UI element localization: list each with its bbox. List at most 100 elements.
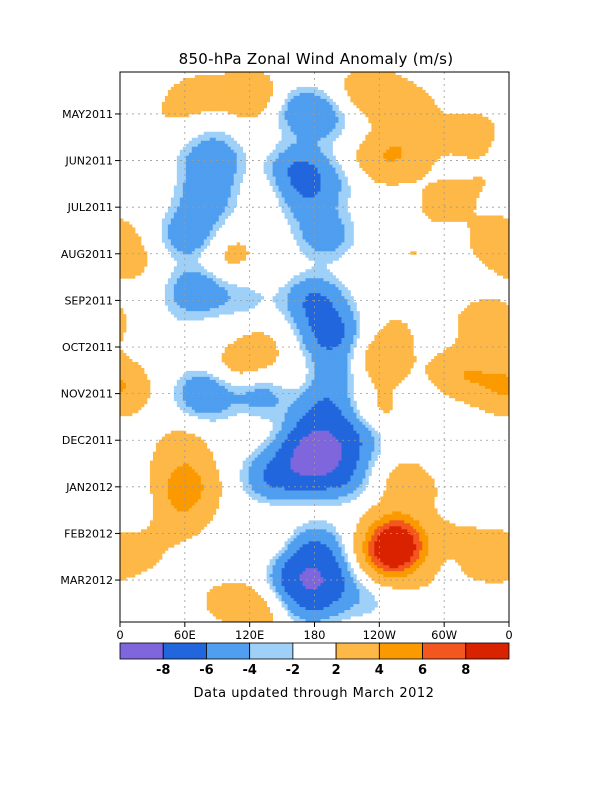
heatmap-cell xyxy=(167,221,172,225)
heatmap-cell xyxy=(191,266,196,270)
heatmap-cell xyxy=(173,98,178,103)
heatmap-cell xyxy=(122,269,127,273)
heatmap-cell xyxy=(242,161,247,166)
heatmap-cell xyxy=(407,98,411,103)
heatmap-cell xyxy=(302,182,306,186)
heatmap-cell xyxy=(296,170,300,175)
heatmap-cell xyxy=(341,224,345,228)
heatmap-cell xyxy=(476,248,480,252)
heatmap-cell xyxy=(263,164,268,169)
heatmap-cell xyxy=(284,284,288,288)
heatmap-cell xyxy=(239,101,244,106)
heatmap-cell xyxy=(209,104,214,109)
heatmap-cell xyxy=(314,200,318,204)
heatmap-cell xyxy=(218,299,223,303)
heatmap-cell xyxy=(197,290,202,294)
heatmap-cell xyxy=(179,221,184,225)
heatmap-cell xyxy=(434,152,438,157)
heatmap-cell xyxy=(485,125,489,130)
heatmap-cell xyxy=(383,128,387,133)
heatmap-cell xyxy=(482,236,486,240)
heatmap-cell xyxy=(179,200,184,204)
heatmap-cell xyxy=(344,179,348,183)
heatmap-cell xyxy=(470,227,474,231)
heatmap-cell xyxy=(131,257,136,261)
heatmap-cell xyxy=(500,236,504,240)
heatmap-cell xyxy=(120,260,124,264)
heatmap-cell xyxy=(476,131,480,136)
heatmap-cell xyxy=(215,131,220,136)
heatmap-cell xyxy=(443,119,447,124)
heatmap-cell xyxy=(470,233,474,237)
heatmap-cell xyxy=(239,293,244,297)
heatmap-cell xyxy=(407,83,411,88)
heatmap-cell xyxy=(206,98,211,103)
heatmap-cell xyxy=(299,227,303,231)
heatmap-cell xyxy=(482,308,486,312)
heatmap-cell xyxy=(323,101,327,106)
heatmap-cell xyxy=(416,140,420,145)
heatmap-cell xyxy=(197,179,202,183)
heatmap-cell xyxy=(440,209,444,213)
heatmap-cell xyxy=(461,125,465,130)
heatmap-cell xyxy=(224,155,229,160)
heatmap-cell xyxy=(221,221,226,225)
heatmap-cell xyxy=(188,218,193,222)
heatmap-cell xyxy=(197,95,202,100)
heatmap-cell xyxy=(230,308,235,312)
heatmap-cell xyxy=(233,89,238,94)
heatmap-cell xyxy=(218,149,223,154)
heatmap-cell xyxy=(185,179,190,183)
heatmap-cell xyxy=(338,188,342,192)
heatmap-cell xyxy=(320,113,324,118)
heatmap-cell xyxy=(326,107,330,112)
heatmap-cell xyxy=(467,119,471,124)
heatmap-cell xyxy=(296,185,300,189)
heatmap-cell xyxy=(338,125,342,130)
heatmap-cell xyxy=(206,206,211,210)
heatmap-cell xyxy=(245,287,250,291)
heatmap-cell xyxy=(215,188,220,192)
heatmap-cell xyxy=(200,92,205,97)
heatmap-cell xyxy=(299,281,303,285)
heatmap-cell xyxy=(233,80,238,85)
heatmap-cell xyxy=(485,233,489,237)
heatmap-cell xyxy=(197,140,202,145)
heatmap-cell xyxy=(425,140,429,145)
heatmap-cell xyxy=(278,200,282,204)
heatmap-cell xyxy=(120,275,124,279)
heatmap-cell xyxy=(299,284,303,288)
heatmap-cell xyxy=(341,290,345,294)
heatmap-cell xyxy=(410,110,414,115)
heatmap-cell xyxy=(488,305,492,309)
heatmap-cell xyxy=(140,248,145,252)
heatmap-cell xyxy=(293,200,297,204)
heatmap-cell xyxy=(419,167,423,172)
heatmap-cell xyxy=(248,302,253,306)
heatmap-cell xyxy=(311,248,315,252)
heatmap-cell xyxy=(287,116,291,121)
heatmap-cell xyxy=(176,218,181,222)
heatmap-cell xyxy=(308,92,312,97)
heatmap-cell xyxy=(323,176,327,181)
heatmap-cell xyxy=(434,203,438,207)
heatmap-cell xyxy=(314,149,318,154)
heatmap-cell xyxy=(440,146,444,151)
heatmap-cell xyxy=(341,125,345,130)
heatmap-cell xyxy=(371,176,375,181)
heatmap-cell xyxy=(194,287,199,291)
heatmap-cell xyxy=(347,224,351,228)
heatmap-cell xyxy=(197,302,202,306)
heatmap-cell xyxy=(242,164,247,169)
heatmap-cell xyxy=(482,245,486,249)
heatmap-cell xyxy=(209,167,214,172)
heatmap-cell xyxy=(428,122,432,127)
heatmap-cell xyxy=(278,140,282,145)
heatmap-cell xyxy=(233,152,238,157)
heatmap-cell xyxy=(293,284,297,288)
heatmap-cell xyxy=(209,143,214,148)
heatmap-cell xyxy=(482,152,486,157)
heatmap-cell xyxy=(479,224,483,228)
heatmap-cell xyxy=(362,98,366,103)
heatmap-cell xyxy=(215,74,220,79)
